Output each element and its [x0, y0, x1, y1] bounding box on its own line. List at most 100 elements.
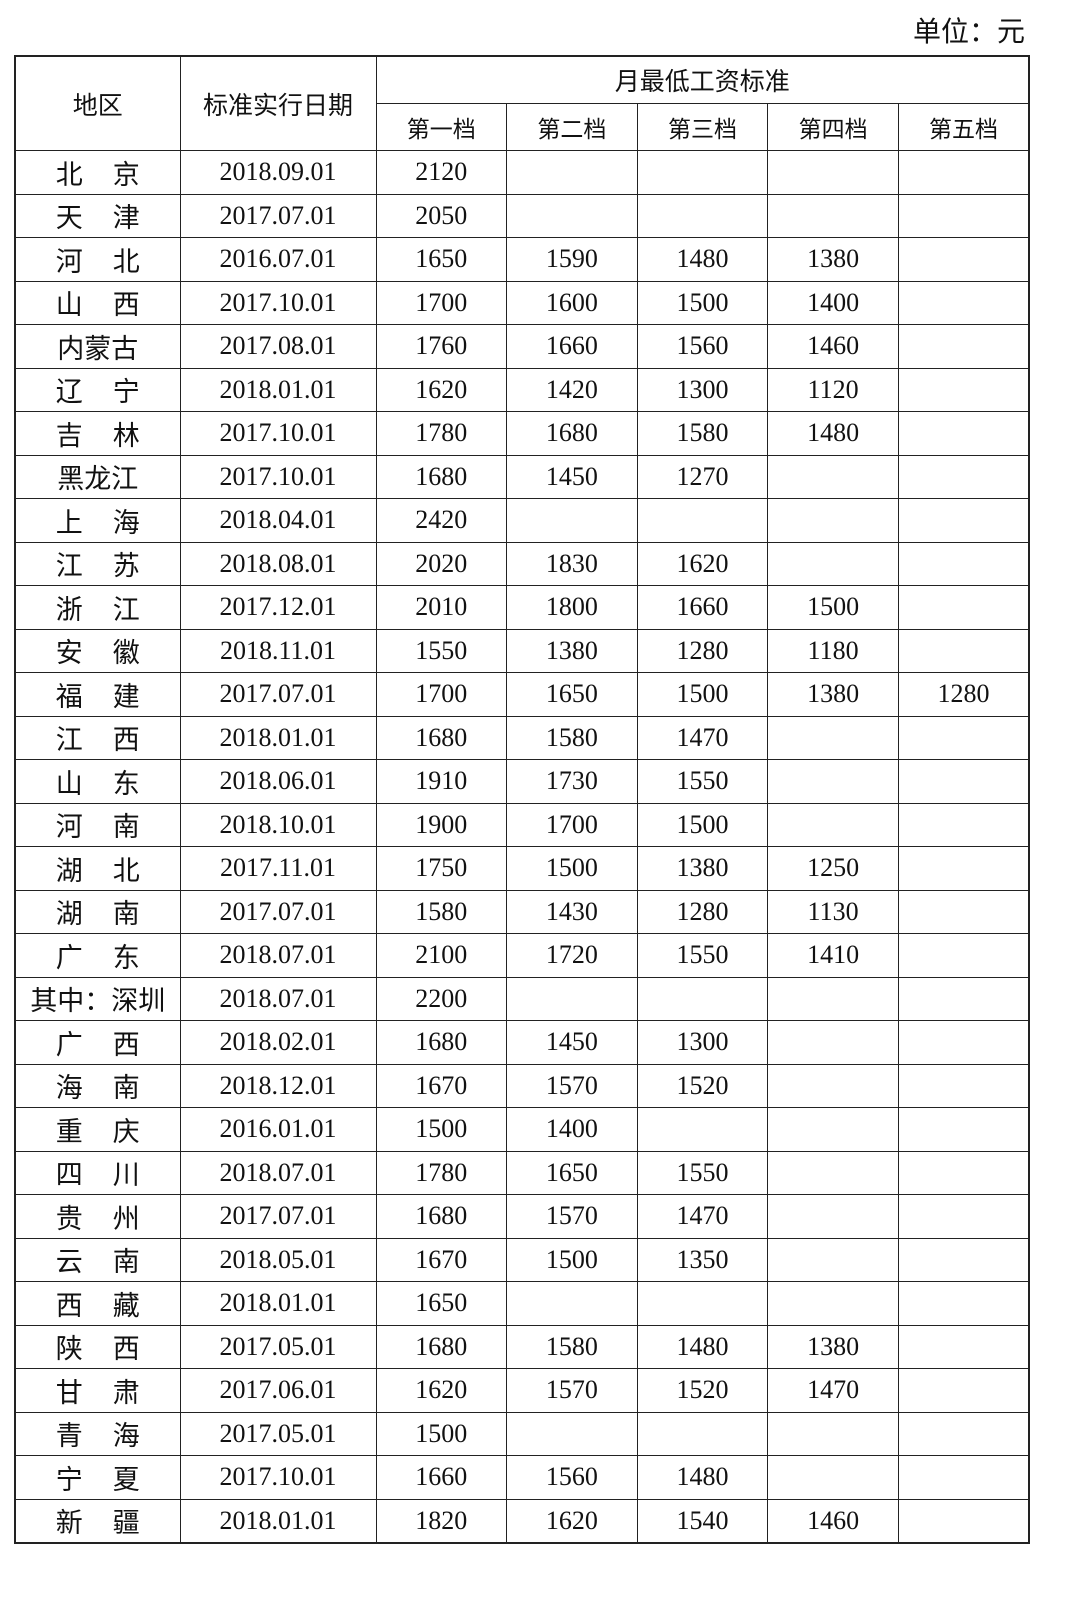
region-cell: 其中：深圳	[14, 976, 181, 1021]
minimum-wage-table: 地区 标准实行日期 月最低工资标准 第一档 第二档 第三档 第四档 第五档 北京 2018…	[14, 55, 1030, 1544]
region-cell: 北京	[14, 150, 181, 195]
wage-cell-tier-3: 1280	[636, 628, 769, 673]
wage-cell-tier-1: 1620	[375, 367, 508, 412]
wage-cell-tier-2: 1600	[506, 280, 638, 325]
header-tier-3: 第三档	[636, 103, 769, 151]
region-cell: 上海	[14, 498, 181, 543]
wage-cell-tier-1: 1780	[375, 411, 508, 456]
table-row: 青海 2017.05.01 1500	[14, 1411, 1030, 1456]
table-row: 上海 2018.04.01 2420	[14, 498, 1030, 543]
wage-cell-tier-2: 1730	[506, 759, 638, 804]
wage-cell-tier-3: 1480	[636, 1324, 769, 1369]
date-cell: 2017.06.01	[179, 1368, 377, 1413]
table-row: 河南 2018.10.01 1900 1700 1500	[14, 802, 1030, 847]
region-cell: 新疆	[14, 1498, 181, 1544]
wage-cell-tier-5	[897, 889, 1030, 934]
table-row: 甘肃 2017.06.01 1620 1570 1520 1470	[14, 1368, 1030, 1413]
wage-cell-tier-1: 1670	[375, 1237, 508, 1282]
table-row: 江西 2018.01.01 1680 1580 1470	[14, 715, 1030, 760]
date-cell: 2018.01.01	[179, 367, 377, 412]
table-row: 宁夏 2017.10.01 1660 1560 1480	[14, 1455, 1030, 1500]
region-cell: 浙江	[14, 585, 181, 630]
table-row: 内蒙古 2017.08.01 1760 1660 1560 1460	[14, 324, 1030, 369]
date-cell: 2018.07.01	[179, 933, 377, 978]
wage-cell-tier-1: 1910	[375, 759, 508, 804]
wage-cell-tier-3	[636, 498, 769, 543]
wage-cell-tier-2: 1700	[506, 802, 638, 847]
wage-cell-tier-4: 1480	[767, 411, 899, 456]
wage-cell-tier-1: 1680	[375, 1194, 508, 1239]
wage-cell-tier-5	[897, 150, 1030, 195]
wage-cell-tier-4	[767, 1020, 899, 1065]
wage-cell-tier-1: 2420	[375, 498, 508, 543]
wage-cell-tier-4	[767, 193, 899, 238]
date-cell: 2017.10.01	[179, 411, 377, 456]
wage-cell-tier-1: 1550	[375, 628, 508, 673]
wage-cell-tier-5	[897, 585, 1030, 630]
date-cell: 2017.08.01	[179, 324, 377, 369]
wage-cell-tier-2: 1570	[506, 1368, 638, 1413]
wage-cell-tier-4: 1460	[767, 324, 899, 369]
wage-cell-tier-1: 1660	[375, 1455, 508, 1500]
region-cell: 青海	[14, 1411, 181, 1456]
wage-cell-tier-3: 1480	[636, 237, 769, 282]
header-region: 地区	[14, 55, 181, 151]
header-tier-2: 第二档	[506, 103, 638, 151]
wage-cell-tier-5	[897, 237, 1030, 282]
wage-cell-tier-5	[897, 324, 1030, 369]
wage-cell-tier-2: 1580	[506, 1324, 638, 1369]
wage-cell-tier-2: 1590	[506, 237, 638, 282]
table-row: 福建 2017.07.01 1700 1650 1500 1380 1280	[14, 672, 1030, 717]
wage-cell-tier-2: 1660	[506, 324, 638, 369]
header-tier-5: 第五档	[897, 103, 1030, 151]
wage-cell-tier-2	[506, 150, 638, 195]
wage-cell-tier-2	[506, 976, 638, 1021]
wage-cell-tier-1: 1580	[375, 889, 508, 934]
date-cell: 2017.07.01	[179, 672, 377, 717]
wage-cell-tier-5	[897, 628, 1030, 673]
table-row: 湖南 2017.07.01 1580 1430 1280 1130	[14, 889, 1030, 934]
wage-cell-tier-4	[767, 1107, 899, 1152]
wage-cell-tier-1: 1680	[375, 715, 508, 760]
table-row: 河北 2016.07.01 1650 1590 1480 1380	[14, 237, 1030, 282]
date-cell: 2017.05.01	[179, 1411, 377, 1456]
table-row: 四川 2018.07.01 1780 1650 1550	[14, 1150, 1030, 1195]
wage-cell-tier-5	[897, 802, 1030, 847]
wage-cell-tier-2: 1620	[506, 1498, 638, 1544]
wage-cell-tier-5	[897, 1150, 1030, 1195]
wage-cell-tier-2: 1500	[506, 1237, 638, 1282]
wage-cell-tier-4: 1380	[767, 237, 899, 282]
region-cell: 陕西	[14, 1324, 181, 1369]
wage-cell-tier-1: 1500	[375, 1107, 508, 1152]
date-cell: 2018.07.01	[179, 976, 377, 1021]
wage-cell-tier-1: 2050	[375, 193, 508, 238]
table-row: 山东 2018.06.01 1910 1730 1550	[14, 759, 1030, 804]
wage-cell-tier-2: 1430	[506, 889, 638, 934]
wage-cell-tier-2: 1560	[506, 1455, 638, 1500]
wage-cell-tier-2	[506, 498, 638, 543]
wage-cell-tier-5	[897, 846, 1030, 891]
wage-cell-tier-3: 1500	[636, 280, 769, 325]
wage-cell-tier-3: 1500	[636, 672, 769, 717]
wage-cell-tier-3: 1300	[636, 1020, 769, 1065]
table-row: 贵州 2017.07.01 1680 1570 1470	[14, 1194, 1030, 1239]
wage-cell-tier-1: 1760	[375, 324, 508, 369]
wage-cell-tier-5	[897, 759, 1030, 804]
wage-cell-tier-5	[897, 1107, 1030, 1152]
region-cell: 湖南	[14, 889, 181, 934]
wage-cell-tier-4	[767, 1150, 899, 1195]
wage-cell-tier-5	[897, 498, 1030, 543]
wage-cell-tier-5	[897, 1324, 1030, 1369]
wage-cell-tier-2	[506, 1281, 638, 1326]
region-cell: 天津	[14, 193, 181, 238]
wage-cell-tier-4: 1400	[767, 280, 899, 325]
wage-cell-tier-1: 2120	[375, 150, 508, 195]
wage-cell-tier-5	[897, 1368, 1030, 1413]
wage-cell-tier-1: 1700	[375, 672, 508, 717]
wage-cell-tier-1: 1680	[375, 454, 508, 499]
wage-cell-tier-3: 1580	[636, 411, 769, 456]
wage-cell-tier-3	[636, 1107, 769, 1152]
wage-cell-tier-2: 1500	[506, 846, 638, 891]
wage-cell-tier-3: 1300	[636, 367, 769, 412]
wage-cell-tier-1: 1650	[375, 237, 508, 282]
